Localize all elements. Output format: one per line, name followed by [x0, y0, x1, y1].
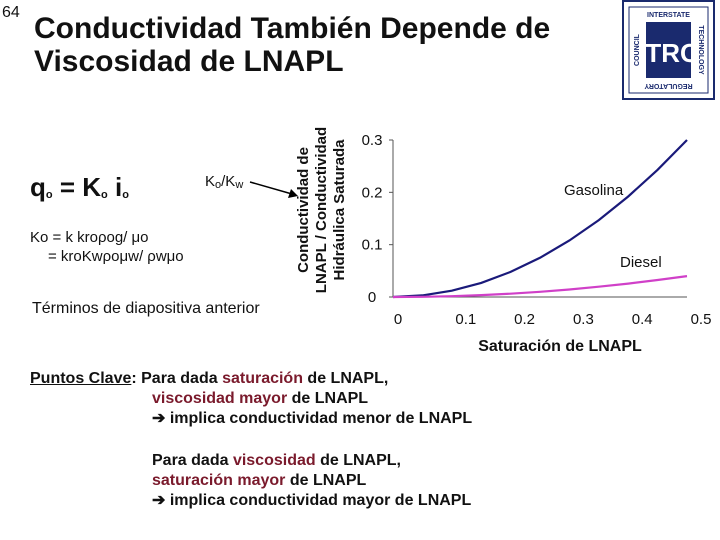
x-tick-label: 0 — [394, 311, 402, 328]
kp-highlight: mayor — [234, 390, 292, 407]
x-tick-label: 0.3 — [573, 311, 594, 328]
key-points-colon: : — [131, 370, 137, 387]
kp-highlight: saturación — [222, 370, 303, 387]
ratio-label: Ko/Kw — [205, 173, 243, 191]
arrow-icon — [249, 181, 298, 198]
gasolina-line — [392, 139, 688, 299]
saturation-conductivity-chart: Conductividad de LNAPL / Conductividad H… — [295, 127, 712, 355]
y-tick-label: 0.1 — [362, 237, 383, 254]
kp-text: de LNAPL, — [315, 452, 401, 469]
kp-highlight: saturación mayor — [152, 472, 286, 489]
key-points-line-4: Para dada viscosidad de LNAPL, — [152, 451, 471, 471]
flux-equation: qo = Ko io — [30, 172, 129, 203]
kp-text: implica conductividad menor de LNAPL — [165, 410, 473, 427]
k-equation-line-1: Ko = k kroρog/ μo — [30, 229, 149, 246]
logo-bottom-text: REGULATORY — [644, 82, 692, 89]
eq-q: q — [30, 172, 46, 202]
x-tick-label: 0.1 — [455, 311, 476, 328]
key-points-line-2: viscosidad mayor de LNAPL — [30, 389, 670, 409]
kp-highlight: viscosidad — [232, 452, 316, 469]
key-points-heading: Puntos Clave — [30, 370, 132, 387]
title-line-1: Conductividad También Depende de — [34, 12, 551, 45]
key-points-line-5: saturación mayor de LNAPL — [152, 471, 471, 491]
logo-right-text: TECHNOLOGY — [697, 25, 704, 75]
key-points-line-3: ➔ implica conductividad menor de LNAPL — [30, 409, 670, 429]
note-text: Términos de diapositiva anterior — [32, 300, 260, 317]
kp-text: de LNAPL — [291, 390, 369, 407]
diesel-label: Diesel — [620, 254, 662, 271]
y-axis-label: Conductividad de LNAPL / Conductividad H… — [295, 127, 348, 293]
itrc-logo: ITRC INTERSTATE COUNCIL TECHNOLOGY REGUL… — [622, 0, 715, 100]
key-points: Puntos Clave: Para dada saturación de LN… — [30, 369, 670, 429]
logo-left-text: COUNCIL — [634, 33, 641, 66]
k-equation-line-2: = kroKwρoμw/ ρwμo — [48, 248, 184, 265]
right-arrow-icon: ➔ — [152, 410, 166, 427]
kp-highlight: viscosidad — [152, 390, 235, 407]
eq-k: = K — [52, 172, 102, 202]
key-points-block-2: Para dada viscosidad de LNAPL, saturació… — [152, 451, 471, 511]
eq-k-sub: o — [101, 189, 108, 201]
kp-text: Para dada — [152, 452, 233, 469]
kp-text: Para dada — [136, 370, 223, 387]
y-axis-label-line-3: Hidráulica Saturada — [331, 139, 348, 281]
ratio-slash: /K — [221, 173, 236, 190]
ratio-k: K — [205, 173, 216, 190]
x-tick-label: 0.2 — [514, 311, 535, 328]
key-points-line-1: Puntos Clave: Para dada saturación de LN… — [30, 369, 670, 389]
eq-i: i — [107, 172, 123, 202]
x-tick-label: 0.4 — [632, 311, 653, 328]
title-line-2: Viscosidad de LNAPL — [34, 45, 344, 78]
logo-top-text: INTERSTATE — [647, 12, 690, 19]
gasolina-label: Gasolina — [564, 182, 624, 199]
slide-number: 64 — [2, 4, 20, 21]
ratio-w-sub: w — [235, 179, 244, 191]
y-axis-label-line-1: Conductividad de — [295, 147, 312, 273]
x-tick-label: 0.5 — [691, 311, 712, 328]
diesel-line — [392, 275, 688, 299]
y-tick-label: 0.3 — [362, 132, 383, 149]
kp-text: de LNAPL, — [302, 370, 389, 387]
y-axis-label-line-2: LNAPL / Conductividad — [313, 127, 330, 293]
x-axis-label: Saturación de LNAPL — [478, 338, 642, 355]
kp-text: de LNAPL — [285, 472, 367, 489]
y-tick-label: 0.2 — [362, 184, 383, 201]
slide-title: Conductividad También Depende de Viscosi… — [34, 12, 594, 78]
right-arrow-icon: ➔ — [152, 492, 166, 509]
kp-text: implica conductividad mayor de LNAPL — [165, 492, 472, 509]
y-tick-label: 0 — [368, 289, 376, 306]
ratio-k-sub: o — [215, 179, 222, 191]
eq-q-sub: o — [45, 189, 53, 201]
eq-i-sub: o — [122, 189, 129, 201]
logo-center-text: ITRC — [638, 38, 699, 68]
key-points-line-6: ➔ implica conductividad mayor de LNAPL — [152, 491, 471, 511]
